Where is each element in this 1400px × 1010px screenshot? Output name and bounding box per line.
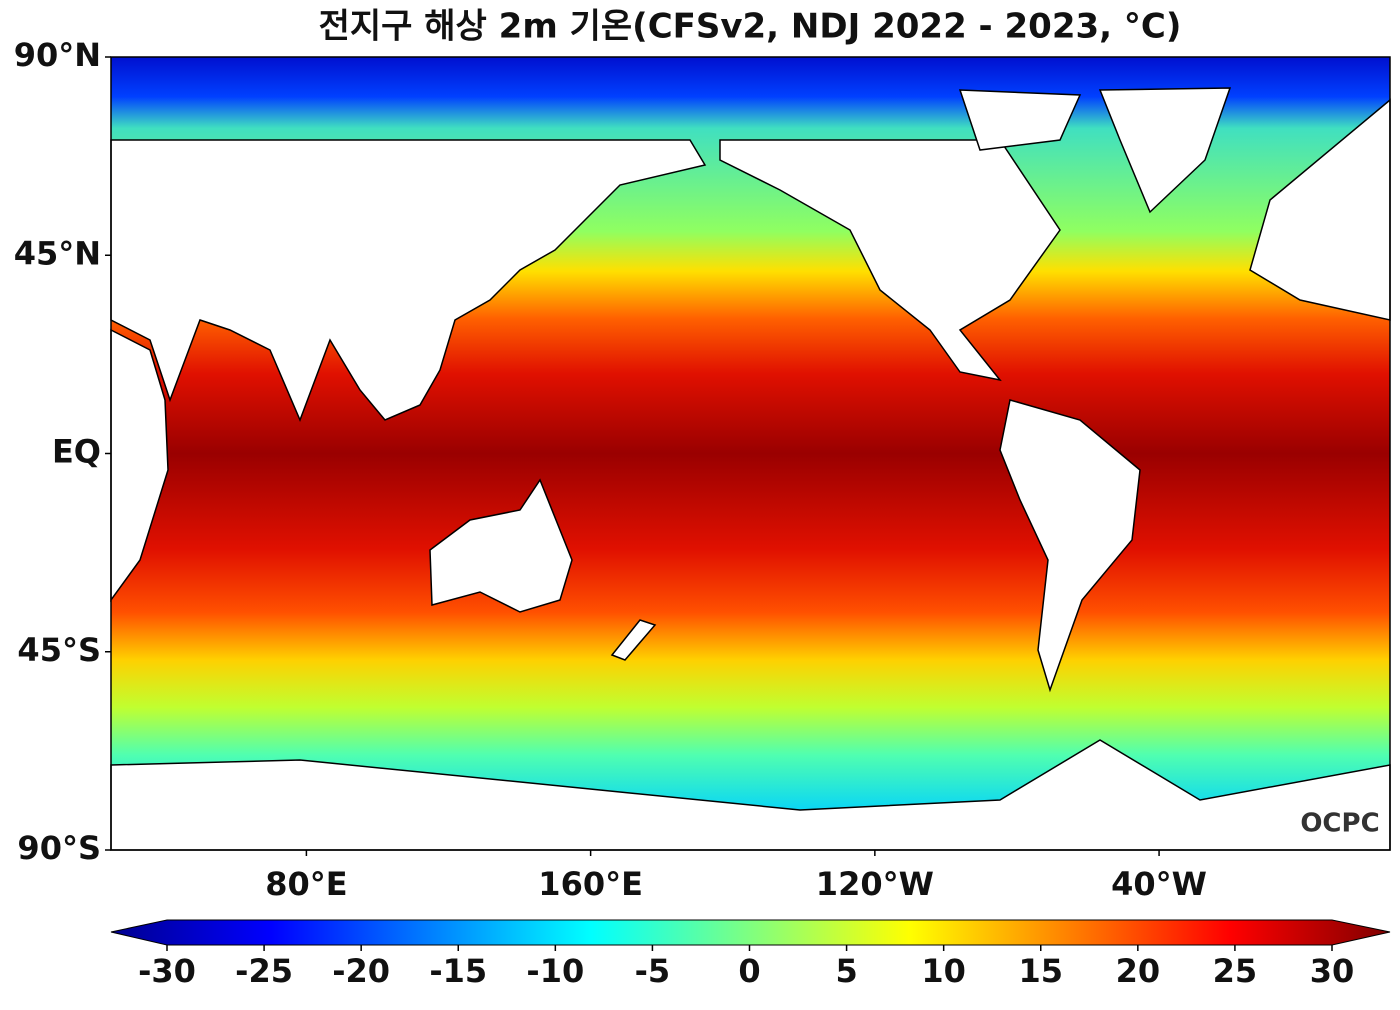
lat-tick-label: 45°N (14, 234, 101, 272)
lon-tick-label: 120°W (816, 865, 934, 903)
colorbar-tick-label: -5 (635, 952, 671, 990)
lat-tick-label: 45°S (17, 631, 101, 669)
logo: OCPC (1300, 809, 1379, 839)
colorbar (110, 919, 1391, 946)
colorbar-tick-label: 30 (1310, 952, 1355, 990)
colorbar-tick-label: 0 (738, 952, 760, 990)
colorbar-tick-label: -20 (332, 952, 390, 990)
colorbar-tick-label: 20 (1116, 952, 1161, 990)
land (110, 87, 1391, 851)
colorbar-tick-label: 15 (1018, 952, 1063, 990)
lat-tick-label: 90°S (17, 829, 101, 867)
colorbar-tick-label: 25 (1213, 952, 1258, 990)
map-title: 전지구 해상 2m 기온(CFSv2, NDJ 2022 - 2023, °C) (319, 7, 1182, 47)
lat-tick-label: EQ (52, 433, 101, 471)
colorbar-tick-label: -10 (526, 952, 584, 990)
colorbar-tick-label: 10 (921, 952, 966, 990)
lon-tick-label: 80°E (265, 865, 347, 903)
lon-tick-label: 160°E (538, 865, 643, 903)
colorbar-tick-label: -25 (235, 952, 293, 990)
colorbar-tick-label: -30 (138, 952, 196, 990)
lon-tick-label: 40°W (1111, 865, 1207, 903)
colorbar-tick-label: 5 (835, 952, 857, 990)
colorbar-tick-label: -15 (429, 952, 487, 990)
lat-tick-label: 90°N (14, 36, 101, 74)
